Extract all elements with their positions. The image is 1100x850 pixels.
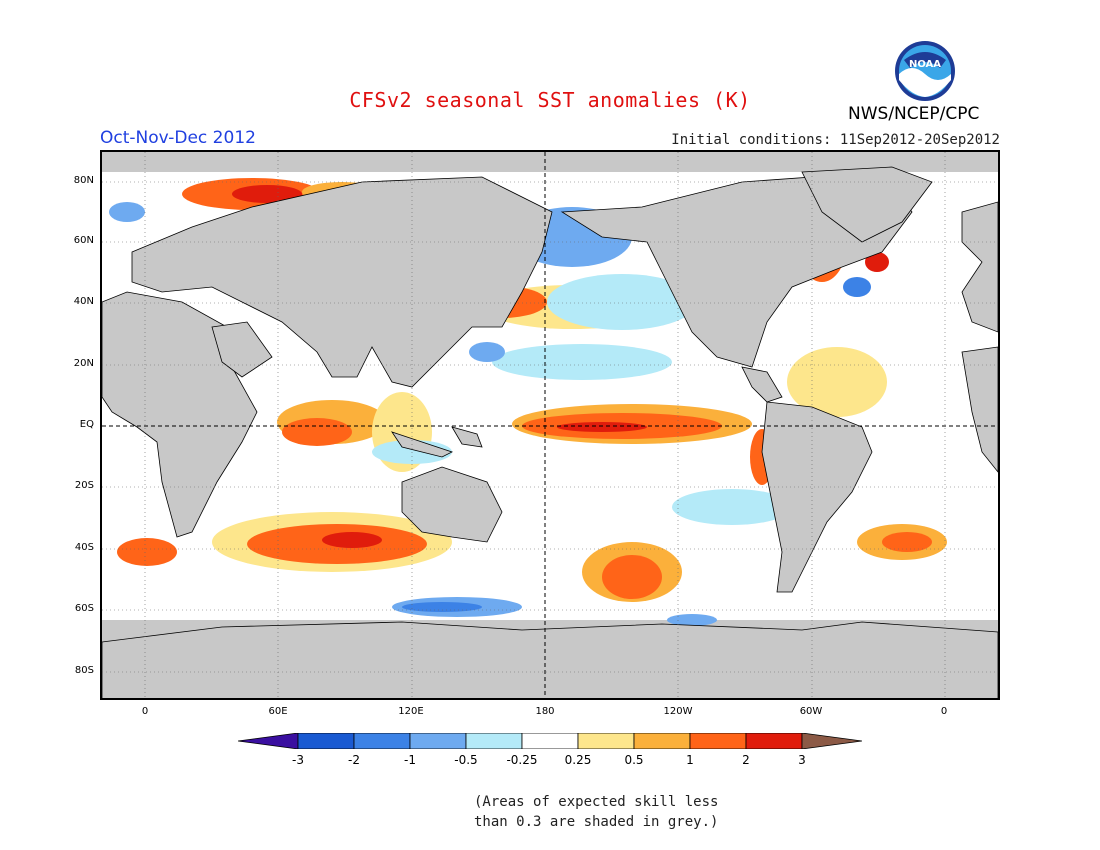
lon-label-0: 0 [141,706,149,717]
initial-conditions-label: Initial conditions: 11Sep2012-20Sep2012 [671,132,1000,148]
colorbar-label: -0.5 [454,753,478,767]
colorbar-label: -1 [404,753,416,767]
lat-label-80n: 80N [73,175,94,186]
lon-label-60w: 60W [799,706,823,717]
colorbar-bin [689,733,747,749]
lat-label-60n: 60N [73,235,94,246]
map-canvas [102,152,998,698]
lon-label-0-right: 0 [940,706,948,717]
colorbar-label: -0.25 [506,753,538,767]
organization-label: NWS/NCEP/CPC [848,104,980,124]
cool-anomalies [109,202,871,626]
colorbar [238,733,862,749]
colorbar-label: -3 [292,753,304,767]
colorbar-label: 0.25 [564,753,592,767]
colorbar-label: 2 [742,753,750,767]
noaa-logo: NOAA [894,40,956,102]
footnote-line-1: (Areas of expected skill less [474,794,719,810]
colorbar-bin [353,733,411,749]
lat-label-eq: EQ [79,419,94,430]
lon-label-180: 180 [535,706,555,717]
sst-anomaly-map [100,150,1000,700]
lon-label-120e: 120E [398,706,424,717]
skill-footnote: (Areas of expected skill less than 0.3 a… [474,792,718,832]
colorbar-bin [409,733,467,749]
colorbar-bin [521,733,579,749]
arctic-low-skill [102,152,998,172]
lat-label-40s: 40S [74,542,94,553]
logo-text: NOAA [909,59,941,70]
colorbar-label: 3 [798,753,806,767]
footnote-line-2: than 0.3 are shaded in grey.) [474,814,719,830]
colorbar-label: 0.5 [624,753,644,767]
lat-label-40n: 40N [73,296,94,307]
equator-dateline [102,152,998,698]
lon-label-120w: 120W [663,706,693,717]
lat-label-20n: 20N [73,358,94,369]
lon-label-60e: 60E [268,706,288,717]
colorbar-label: -2 [348,753,360,767]
chart-title: CFSv2 seasonal SST anomalies (K) [349,88,751,112]
colorbar-bin [465,733,523,749]
lat-label-80s: 80S [74,665,94,676]
lat-label-60s: 60S [74,603,94,614]
colorbar-label: 1 [686,753,694,767]
lat-label-20s: 20S [74,480,94,491]
colorbar-bin [745,733,803,749]
colorbar-bin [633,733,691,749]
graticule [102,152,998,698]
colorbar-bin [297,733,355,749]
period-label: Oct-Nov-Dec 2012 [100,128,256,148]
colorbar-upper-extension [801,733,862,749]
colorbar-lower-extension [238,733,299,749]
colorbar-bin [577,733,635,749]
land [102,166,998,698]
